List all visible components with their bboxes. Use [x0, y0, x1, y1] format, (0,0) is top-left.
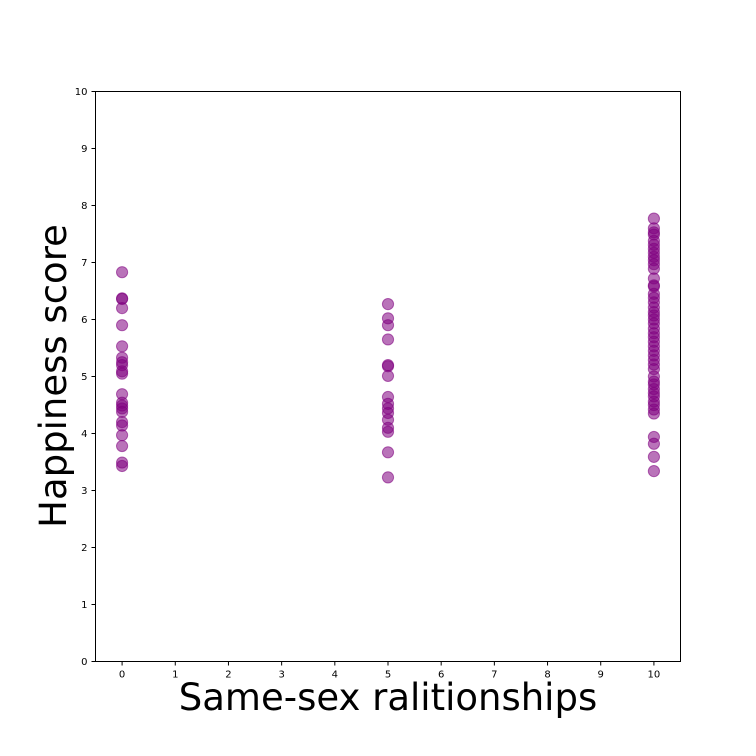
scatter-point: [115, 439, 129, 453]
scatter-point: [115, 459, 129, 473]
y-tick-label: 2: [81, 543, 87, 554]
x-tick-label: 2: [225, 670, 231, 681]
x-tick-label: 7: [491, 670, 497, 681]
scatter-point: [647, 407, 661, 420]
x-tick-label: 0: [119, 670, 125, 681]
y-tick-label: 0: [81, 657, 87, 668]
scatter-point: [647, 465, 661, 478]
y-tick-label: 1: [81, 600, 87, 611]
y-tick-label: 5: [81, 372, 87, 383]
x-tick-label: 4: [332, 670, 338, 681]
scatter-point: [115, 266, 129, 279]
x-tick-label: 6: [438, 670, 444, 681]
scatter-point: [381, 369, 395, 383]
x-tick-label: 3: [278, 670, 284, 681]
x-tick-label: 9: [598, 670, 604, 681]
scatter-point: [381, 446, 395, 459]
y-tick-label: 8: [81, 201, 87, 212]
scatter-point: [115, 302, 129, 315]
y-axis-label: Happiness score: [32, 224, 75, 528]
scatter-point: [647, 437, 661, 450]
x-tick-label: 1: [172, 670, 178, 681]
y-tick-label: 7: [81, 258, 87, 269]
scatter-point: [381, 425, 395, 438]
scatter-point: [115, 319, 129, 332]
y-tick-label: 6: [81, 315, 87, 326]
scatter-point: [115, 340, 129, 353]
scatter-point: [115, 367, 129, 380]
y-axis-ticks: 0 1 2 3 4 5 6 7 8 9 10: [75, 87, 96, 668]
y-tick-label: 3: [81, 486, 87, 497]
scatter-points: [115, 212, 661, 484]
scatter-point: [647, 450, 661, 463]
y-tick-label: 10: [75, 87, 88, 98]
x-axis-label: Same-sex ralitionships: [179, 676, 597, 719]
scatter-point: [381, 319, 395, 332]
scatter-point: [381, 333, 395, 346]
scatter-point: [381, 471, 395, 484]
y-tick-label: 9: [81, 144, 87, 155]
x-tick-label: 5: [385, 670, 391, 681]
x-tick-label: 8: [544, 670, 550, 681]
x-axis-ticks: 0 1 2 3 4 5 6 7 8 9 10: [119, 661, 661, 681]
y-tick-label: 4: [81, 429, 87, 440]
scatter-point: [115, 429, 129, 442]
x-tick-label: 10: [648, 670, 661, 681]
scatter-point: [115, 405, 129, 418]
scatter-point: [381, 298, 395, 311]
